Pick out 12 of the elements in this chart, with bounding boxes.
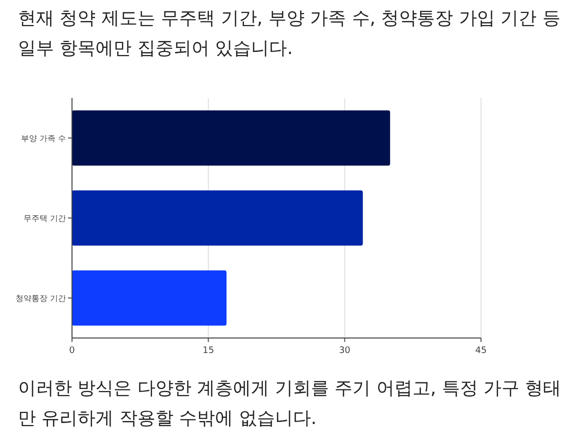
y-tick-label: 부양 가족 수: [20, 134, 66, 143]
x-tick-label: 45: [475, 346, 487, 356]
bar: [72, 110, 390, 166]
bar: [72, 190, 363, 246]
bar: [72, 270, 227, 326]
chart-title: 현재 청약 제도는 무주택 기간, 부양 가족 수, 청약통장 가입 기간 등 일부 항목에만 집중되어 있습니다.: [18, 7, 562, 61]
x-tick-label: 30: [338, 346, 351, 356]
y-tick-label: 무주택 기간: [23, 214, 66, 223]
y-tick-label: 청약통장 기간: [15, 294, 66, 303]
text: 이러한 방식은 다양한 계층에게 기회를 주기 어렵고, 특정 가구 형태만 유리하게 작용할 수밖에 없습니다.: [18, 377, 562, 431]
x-tick-label: 0: [69, 346, 76, 356]
x-tick-label: 15: [202, 346, 214, 356]
